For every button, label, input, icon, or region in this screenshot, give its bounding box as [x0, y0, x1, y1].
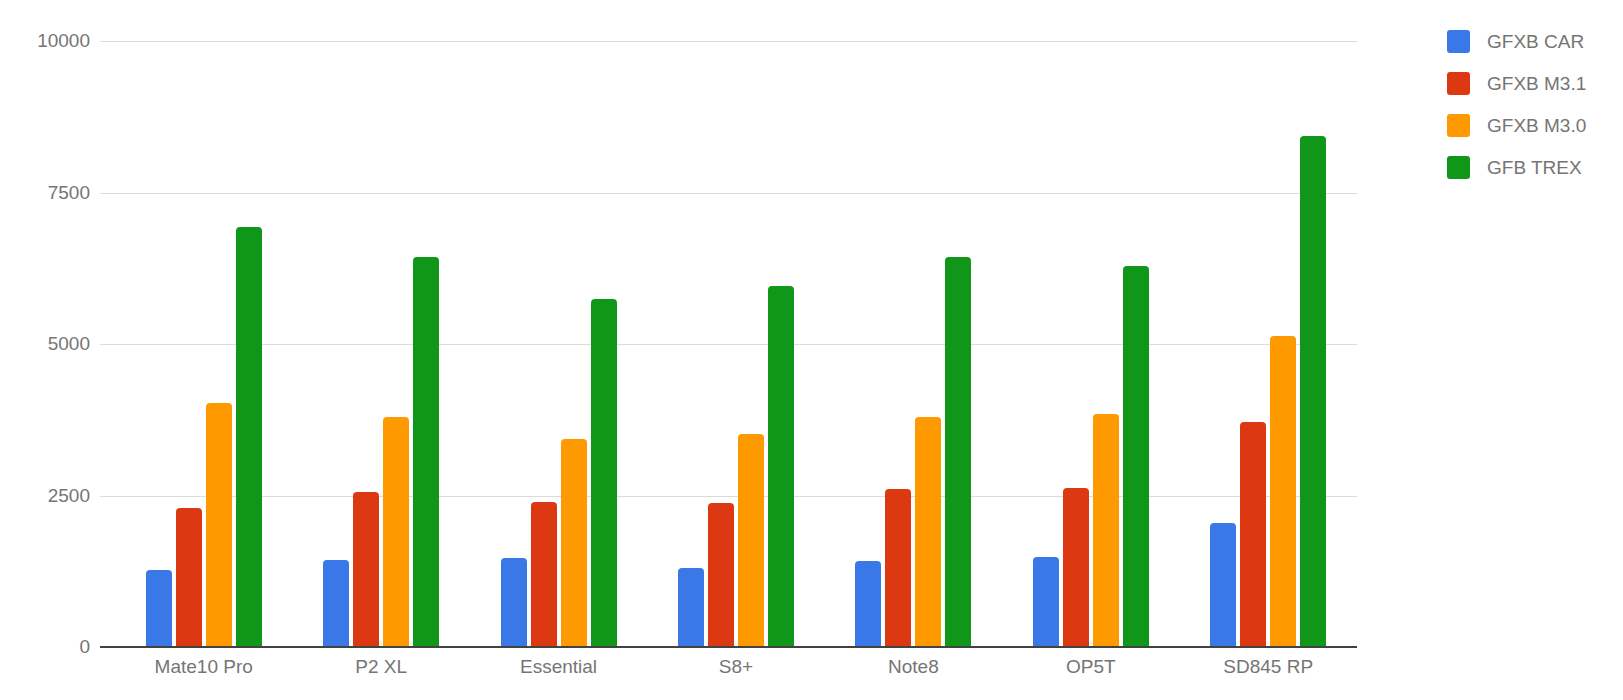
bar-group-sd845-rp: SD845 RP — [1180, 41, 1357, 647]
bar-group-s8-: S8+ — [647, 41, 824, 647]
bar-group-essential: Essential — [470, 41, 647, 647]
legend-swatch-icon — [1447, 114, 1470, 137]
bar-group-op5t: OP5T — [1002, 41, 1179, 647]
y-tick-label: 10000 — [6, 30, 90, 52]
legend-item-gfb-trex: GFB TREX — [1447, 156, 1586, 179]
x-axis-label: Note8 — [825, 656, 1002, 678]
plot-area: Mate10 ProP2 XLEssentialS8+Note8OP5TSD84… — [100, 41, 1357, 647]
bar-gfxb-m3-1[interactable] — [885, 489, 911, 647]
bar-gfxb-m3-1[interactable] — [531, 502, 557, 647]
bar-gfxb-m3-0[interactable] — [1093, 414, 1119, 647]
bar-groups: Mate10 ProP2 XLEssentialS8+Note8OP5TSD84… — [115, 41, 1357, 647]
bar-gfxb-car[interactable] — [501, 558, 527, 647]
legend-item-gfxb-m3-1: GFXB M3.1 — [1447, 72, 1586, 95]
legend-item-gfxb-m3-0: GFXB M3.0 — [1447, 114, 1586, 137]
y-tick-label: 5000 — [6, 333, 90, 355]
bar-group-mate10-pro: Mate10 Pro — [115, 41, 292, 647]
x-axis-label: S8+ — [647, 656, 824, 678]
legend-swatch-icon — [1447, 156, 1470, 179]
bar-gfxb-m3-1[interactable] — [353, 492, 379, 647]
bar-gfxb-m3-0[interactable] — [206, 403, 232, 647]
x-axis-label: Mate10 Pro — [115, 656, 292, 678]
bar-gfxb-m3-1[interactable] — [1240, 422, 1266, 647]
bar-gfxb-m3-1[interactable] — [1063, 488, 1089, 647]
legend-swatch-icon — [1447, 30, 1470, 53]
x-axis-line — [100, 646, 1357, 648]
legend-label: GFB TREX — [1487, 157, 1582, 179]
bar-gfxb-car[interactable] — [678, 568, 704, 647]
bar-gfxb-car[interactable] — [146, 570, 172, 647]
bar-gfb-trex[interactable] — [591, 299, 617, 647]
bar-gfxb-car[interactable] — [1210, 523, 1236, 647]
bar-gfb-trex[interactable] — [1300, 136, 1326, 647]
bar-gfxb-car[interactable] — [323, 560, 349, 647]
bar-group-note8: Note8 — [825, 41, 1002, 647]
bar-gfxb-m3-1[interactable] — [708, 503, 734, 647]
legend-label: GFXB M3.0 — [1487, 115, 1586, 137]
bar-gfxb-m3-0[interactable] — [383, 417, 409, 647]
bar-gfxb-m3-0[interactable] — [1270, 336, 1296, 647]
bar-gfb-trex[interactable] — [413, 257, 439, 647]
bar-gfb-trex[interactable] — [768, 286, 794, 647]
y-tick-label: 0 — [6, 636, 90, 658]
x-axis-label: SD845 RP — [1180, 656, 1357, 678]
x-axis-label: Essential — [470, 656, 647, 678]
bar-gfxb-m3-1[interactable] — [176, 508, 202, 647]
legend-item-gfxb-car: GFXB CAR — [1447, 30, 1586, 53]
legend-label: GFXB CAR — [1487, 31, 1584, 53]
bar-group-p2-xl: P2 XL — [292, 41, 469, 647]
bar-gfxb-car[interactable] — [855, 561, 881, 647]
y-tick-label: 7500 — [6, 182, 90, 204]
chart-legend: GFXB CAR GFXB M3.1 GFXB M3.0 GFB TREX — [1447, 30, 1586, 198]
bar-gfb-trex[interactable] — [236, 227, 262, 647]
y-tick-label: 2500 — [6, 485, 90, 507]
x-axis-label: P2 XL — [292, 656, 469, 678]
bar-gfxb-m3-0[interactable] — [561, 439, 587, 648]
bar-gfb-trex[interactable] — [1123, 266, 1149, 647]
bar-gfb-trex[interactable] — [945, 257, 971, 647]
bar-gfxb-m3-0[interactable] — [738, 434, 764, 647]
legend-label: GFXB M3.1 — [1487, 73, 1586, 95]
x-axis-label: OP5T — [1002, 656, 1179, 678]
legend-swatch-icon — [1447, 72, 1470, 95]
bar-chart: Mate10 ProP2 XLEssentialS8+Note8OP5TSD84… — [0, 0, 1623, 700]
bar-gfxb-car[interactable] — [1033, 557, 1059, 647]
bar-gfxb-m3-0[interactable] — [915, 417, 941, 647]
